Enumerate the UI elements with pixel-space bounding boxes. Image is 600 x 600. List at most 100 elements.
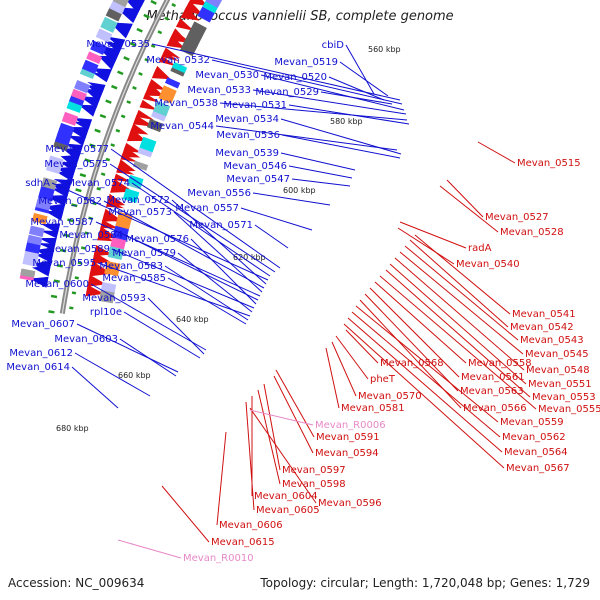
feature-reverse-block: [139, 136, 157, 153]
tick-mark: [75, 188, 82, 193]
tick-mark: [63, 233, 70, 238]
feature-reverse-arrow: [188, 0, 208, 6]
gene-label-forward: Mevan_0583: [99, 261, 163, 272]
gene-label-reverse: Mevan_0596: [318, 498, 382, 509]
feature-reverse-arrow: [129, 123, 149, 135]
tick-mark: [164, 16, 169, 21]
gene-label-forward: Mevan_0576: [125, 234, 189, 245]
tick-mark: [94, 128, 101, 134]
gene-label-forward: Mevan_0556: [187, 188, 251, 199]
gene-label-reverse: Mevan_0515: [517, 158, 581, 169]
gene-label-forward: Mevan_0600: [25, 279, 89, 290]
tick-mark: [56, 264, 64, 268]
tick-mark: [100, 172, 106, 176]
feature-reverse-arrow: [116, 159, 136, 172]
tick-mark: [71, 203, 78, 208]
feature-reverse-arrow: [133, 115, 152, 126]
gene-label-forward: Mevan_0535: [86, 39, 150, 50]
feature-reverse-arrow: [113, 173, 133, 183]
gene-label-reverse: Mevan_0566: [463, 403, 527, 414]
gene-label-forward-leader-line: [76, 323, 179, 373]
feature-forward-block: [90, 40, 107, 55]
gene-label-forward-leader-line: [280, 152, 356, 171]
feature-reverse-arrow: [147, 78, 167, 91]
gene-label-reverse: Mevan_0594: [315, 448, 379, 459]
feature-reverse-block: [98, 288, 115, 304]
tick-mark: [79, 173, 87, 178]
gene-label-forward: Mevan_0547: [226, 174, 290, 185]
topology-text: Topology: circular; Length: 1,720,048 bp…: [260, 576, 590, 590]
feature-reverse-block: [122, 188, 140, 203]
tick-mark: [53, 279, 60, 283]
feature-forward-arrow: [48, 195, 68, 206]
feature-forward-block: [31, 212, 48, 225]
feature-forward-arrow: [37, 243, 56, 251]
gene-label-reverse: Mevan_0561: [461, 372, 525, 383]
feature-forward-arrow: [41, 224, 60, 232]
gene-label-forward: Mevan_0534: [215, 114, 279, 125]
gene-label-reverse-leader-line: [409, 239, 509, 328]
gene-label-reverse: radA: [468, 243, 492, 254]
tick-label: 600 kbp: [283, 186, 316, 195]
feature-reverse-arrow: [135, 109, 154, 120]
gene-label-forward-leader-line: [97, 262, 251, 317]
gene-label-reverse: Mevan_0541: [512, 309, 576, 320]
feature-forward-arrow: [53, 179, 73, 189]
gene-label-forward: Mevan_0612: [9, 348, 73, 359]
gene-label-forward-leader-line: [151, 43, 401, 101]
feature-reverse-block: [137, 147, 153, 158]
feature-forward-arrow: [78, 104, 98, 117]
gene-label-forward-leader-line: [171, 199, 267, 285]
feature-forward-block: [35, 196, 52, 211]
tick-mark: [132, 86, 137, 90]
gene-label-reverse-leader-line: [389, 263, 527, 385]
feature-forward-block: [86, 51, 103, 64]
tick-mark: [88, 216, 93, 220]
gene-label-forward: Mevan_0533: [187, 85, 251, 96]
gene-label-reverse: Mevan_0540: [456, 259, 520, 270]
tick-mark: [144, 57, 150, 62]
tick-label: 560 kbp: [368, 45, 401, 54]
gene-label-forward: Mevan_0607: [11, 319, 75, 330]
gene-label-reverse-leader-line: [216, 431, 227, 526]
rna-label-leader-line: [249, 409, 314, 426]
feature-reverse-block: [132, 160, 149, 171]
feature-forward-arrow: [91, 71, 110, 83]
feature-forward-arrow: [69, 129, 88, 140]
gene-label-reverse-leader-line: [385, 269, 531, 398]
gene-label-reverse-leader-line: [249, 407, 317, 504]
feature-reverse-block: [171, 61, 188, 74]
gene-label-forward-leader-line: [103, 200, 265, 289]
gene-label-forward-leader-line: [281, 134, 401, 159]
feature-forward-block: [100, 16, 118, 33]
gene-label-forward-leader-line: [131, 182, 271, 277]
gene-label-reverse: Mevan_0605: [256, 505, 320, 516]
feature-reverse-arrow: [97, 233, 116, 242]
gene-label-forward-leader-line: [74, 352, 151, 397]
gene-label-reverse: Mevan_0553: [532, 392, 596, 403]
gene-label-reverse: Mevan_0527: [485, 212, 549, 223]
tick-mark: [110, 143, 116, 147]
feature-forward-block: [112, 0, 130, 8]
gene-label-forward-leader-line: [147, 297, 205, 355]
gene-label-forward-leader-line: [320, 91, 393, 105]
gene-label-forward-leader-line: [95, 221, 261, 297]
feature-reverse-arrow: [89, 261, 109, 275]
rna-label: Mevan_R0010: [183, 553, 254, 564]
gene-label-forward: Mevan_0529: [255, 87, 319, 98]
gene-label-forward-leader-line: [260, 74, 405, 111]
feature-forward-arrow: [29, 277, 49, 286]
gene-label-forward: Mevan_0539: [215, 148, 279, 159]
tick-mark: [126, 100, 132, 105]
gene-label-reverse: Mevan_0598: [282, 479, 346, 490]
gene-label-reverse-leader-line: [404, 245, 519, 341]
tick-mark: [50, 294, 58, 299]
feature-forward-block: [95, 28, 113, 43]
gene-label-reverse: Mevan_0615: [211, 537, 275, 548]
gene-label-reverse: Mevan_0581: [341, 403, 405, 414]
rna-label: Mevan_R0006: [315, 420, 386, 431]
gene-label-forward: Mevan_0584: [59, 230, 123, 241]
gene-label-reverse-leader-line: [347, 317, 503, 453]
genome-backbone-highlight: [61, 0, 169, 314]
